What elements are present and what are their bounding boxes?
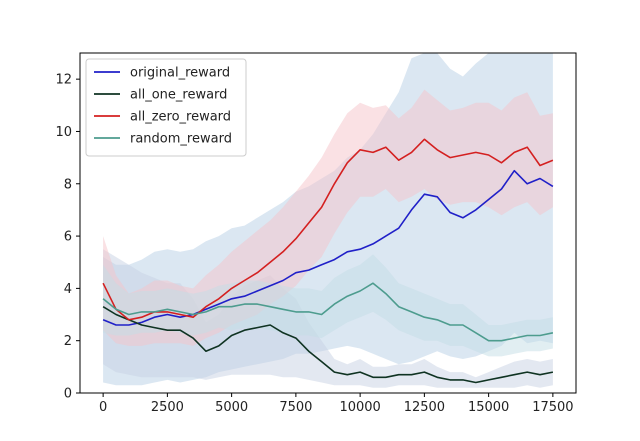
- legend: original_reward all_one_reward all_zero_re…: [85, 58, 247, 157]
- y-tick-label: 10: [55, 125, 72, 140]
- legend-label-all_zero_reward: all_zero_reward: [130, 110, 231, 125]
- line-all_zero_reward: [102, 138, 554, 321]
- y-tick-label: 12: [55, 73, 72, 88]
- legend-label-random_reward: random_reward: [130, 132, 232, 147]
- y-tick-label: 4: [64, 282, 72, 297]
- y-tick-label: 2: [64, 334, 72, 349]
- line-all_one_reward: [102, 306, 554, 384]
- x-tick-label: 15000: [468, 400, 509, 415]
- y-tick-label: 0: [64, 387, 72, 402]
- band-random_reward: [103, 254, 553, 357]
- x-tick-label: 0: [99, 400, 107, 415]
- y-tick-label: 8: [64, 177, 72, 192]
- plot-area: [79, 52, 577, 394]
- x-tick-label: 2500: [151, 400, 184, 415]
- line-random_reward: [102, 282, 554, 342]
- x-tick-label: 7500: [279, 400, 312, 415]
- x-axis: 0 2500 5000 7500 10000 12500 15000 17500: [99, 393, 574, 415]
- x-tick-label: 17500: [532, 400, 573, 415]
- series-lines: [102, 138, 554, 384]
- plot-frame: [79, 52, 577, 394]
- confidence-bands: [103, 53, 553, 388]
- x-tick-label: 5000: [215, 400, 248, 415]
- band-all_zero_reward: [103, 89, 553, 346]
- legend-box: [85, 58, 247, 157]
- x-tick-label: 10000: [339, 400, 380, 415]
- band-all_one_reward: [103, 249, 553, 388]
- y-tick-label: 6: [64, 230, 72, 245]
- legend-label-all_one_reward: all_one_reward: [130, 88, 227, 103]
- legend-label-original_reward: original_reward: [130, 66, 230, 81]
- line-original_reward: [102, 169, 554, 326]
- x-tick-label: 12500: [404, 400, 445, 415]
- y-axis: 0 2 4 6 8 10 12: [55, 73, 80, 402]
